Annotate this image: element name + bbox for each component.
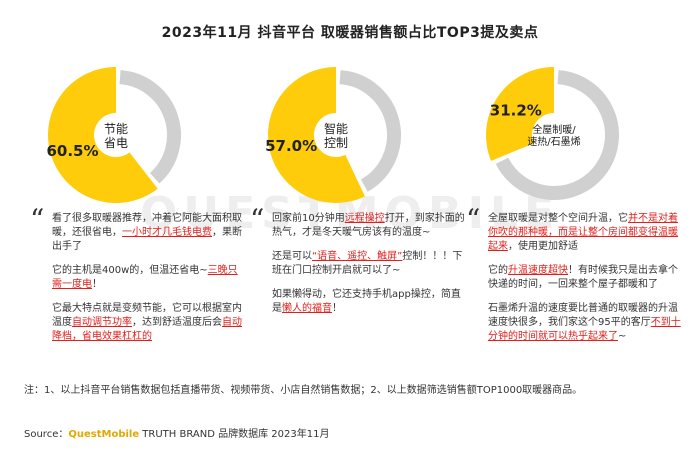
highlight-text: 自动降档，省电效果杠杠的 <box>52 317 242 342</box>
user-quote: 它的主机是400w的，但温还省电~三晚只需一度电！ <box>52 264 246 292</box>
source-brand: QuestMobile <box>68 429 140 440</box>
highlight-text: 一小时才几毛钱电费 <box>122 227 212 238</box>
quote-text: ，达到舒适温度后会 <box>132 317 222 328</box>
quote-text: ，果断出手了 <box>52 227 242 252</box>
donut-center-label: 控制 <box>324 136 348 150</box>
quote-text: 它的主机是400w的，但温还省电~ <box>52 265 208 276</box>
donut-main-slice <box>486 67 554 161</box>
footnote: 注：1、以上抖音平台销售数据包括直播带货、视频带货、小店自然销售数据；2、以上数… <box>24 385 583 396</box>
donut-center-label: 全屋制暖/ <box>532 123 576 136</box>
donut-remainder-arc <box>119 70 181 184</box>
highlight-text: 懒人的福音 <box>282 303 332 314</box>
quote-text: ，使用更加舒适 <box>508 241 578 252</box>
quote-text: 还是可以 <box>272 251 312 262</box>
highlight-text: “语音、遥控、触屏” <box>312 251 403 262</box>
quote-mark-icon: “ <box>30 203 45 236</box>
donut-remainder-arc <box>339 70 401 192</box>
quote-text: 控制！！！下班在门口控制开启就可以了~ <box>272 251 463 276</box>
user-quote: 石墨烯升温的速度要比普通的取暖器的升温速度快很多，我们家这个95平的客厅不到十分… <box>488 302 682 344</box>
quote-text: 如果懒得动，它还支持手机app操控，简直是 <box>272 289 461 314</box>
quote-text: 它的 <box>488 265 508 276</box>
quote-column-smart-control: “ 回家前10分钟用远程操控打开，到家扑面的热气，才是冬天暖气房该有的温度~ 还是… <box>250 206 466 326</box>
highlight-text: 远程操控 <box>344 213 385 224</box>
quote-mark-icon: “ <box>250 203 265 236</box>
source-prefix: Source： <box>24 429 69 440</box>
quote-column-energy-saving: “ 看了很多取暖器推荐，冲着它阿能大面积取暖，还很省电，一小时才几毛钱电费，果断… <box>30 206 246 354</box>
quote-column-whole-house-heating: “ 全屋取暖是对整个空间升温，它并不是对着你吹的那种暖，而是让整个房间都变得温暖… <box>466 206 682 354</box>
user-quote: 看了很多取暖器推荐，冲着它阿能大面积取暖，还很省电，一小时才几毛钱电费，果断出手… <box>52 212 246 254</box>
user-quote: 它的升温速度超快！有时候我只是出去拿个快递的时间，一回来整个屋子都暖和了 <box>488 264 682 292</box>
source-line: Source：QuestMobile TRUTH BRAND 品牌数据库 202… <box>24 425 329 440</box>
quote-text: 回家前10分钟用 <box>272 213 345 224</box>
chart-title: 2023年11月 抖音平台 取暖器销售额占比TOP3提及卖点 <box>161 25 539 41</box>
quote-text: ！ <box>332 303 342 314</box>
user-quote: 还是可以“语音、遥控、触屏”控制！！！下班在门口控制开启就可以了~ <box>272 250 466 278</box>
donut-value-label: 60.5% <box>46 142 98 160</box>
highlight-text: 并不是对着你吹的那种暖，而是让整个房间都变得温暖起来 <box>488 213 678 252</box>
highlight-text: 升温速度超快 <box>508 265 568 276</box>
quote-mark-icon: “ <box>466 203 481 236</box>
user-quote: 全屋取暖是对整个空间升温，它并不是对着你吹的那种暖，而是让整个房间都变得温暖起来… <box>488 212 682 254</box>
user-quote: 它最大特点就是变频节能，它可以根据室内温度自动调节功率，达到舒适温度后会自动降档… <box>52 302 246 344</box>
source-rest: TRUTH BRAND 品牌数据库 2023年11月 <box>139 429 330 440</box>
donut-center-label: 节能 <box>104 122 128 136</box>
donut-center-label: 省电 <box>104 136 128 150</box>
quote-text: ~ <box>618 331 627 342</box>
user-quote: 如果懒得动，它还支持手机app操控，简直是懒人的福音！ <box>272 288 466 316</box>
donut-center-label: 速热/石墨烯 <box>527 135 580 148</box>
quote-text: 全屋取暖是对整个空间升温，它 <box>488 213 628 224</box>
donut-main-slice <box>48 67 158 203</box>
quote-text: 它最大特点就是变频节能，它可以根据室内温度 <box>52 303 242 328</box>
highlight-text: 三晚只需一度电 <box>52 265 238 290</box>
highlight-text: 不到十分钟的时间就可以热乎起来了 <box>488 317 681 342</box>
quote-text: ！ <box>92 279 102 290</box>
donut-value-label: 57.0% <box>265 137 317 155</box>
donut-main-slice <box>268 66 365 203</box>
quote-text: ！有时候我只是出去拿个快递的时间，一回来整个屋子都暖和了 <box>488 265 678 290</box>
user-quote: 回家前10分钟用远程操控打开，到家扑面的热气，才是冬天暖气房该有的温度~ <box>272 212 466 240</box>
quote-text: 打开，到家扑面的热气，才是冬天暖气房该有的温度~ <box>272 213 465 238</box>
highlight-text: 自动调节功率 <box>72 317 132 328</box>
quote-text: 看了很多取暖器推荐，冲着它阿能大面积取暖，还很省电， <box>52 213 242 238</box>
donut-value-label: 31.2% <box>490 101 542 119</box>
donut-center-label: 智能 <box>324 121 348 136</box>
quote-text: 石墨烯升温的速度要比普通的取暖器的升温速度快很多，我们家这个95平的客厅 <box>488 303 678 328</box>
donut-remainder-arc <box>495 70 619 200</box>
donut-chart-whole-house-heating: 31.2% 全屋制暖/速热/石墨烯 <box>486 67 619 200</box>
